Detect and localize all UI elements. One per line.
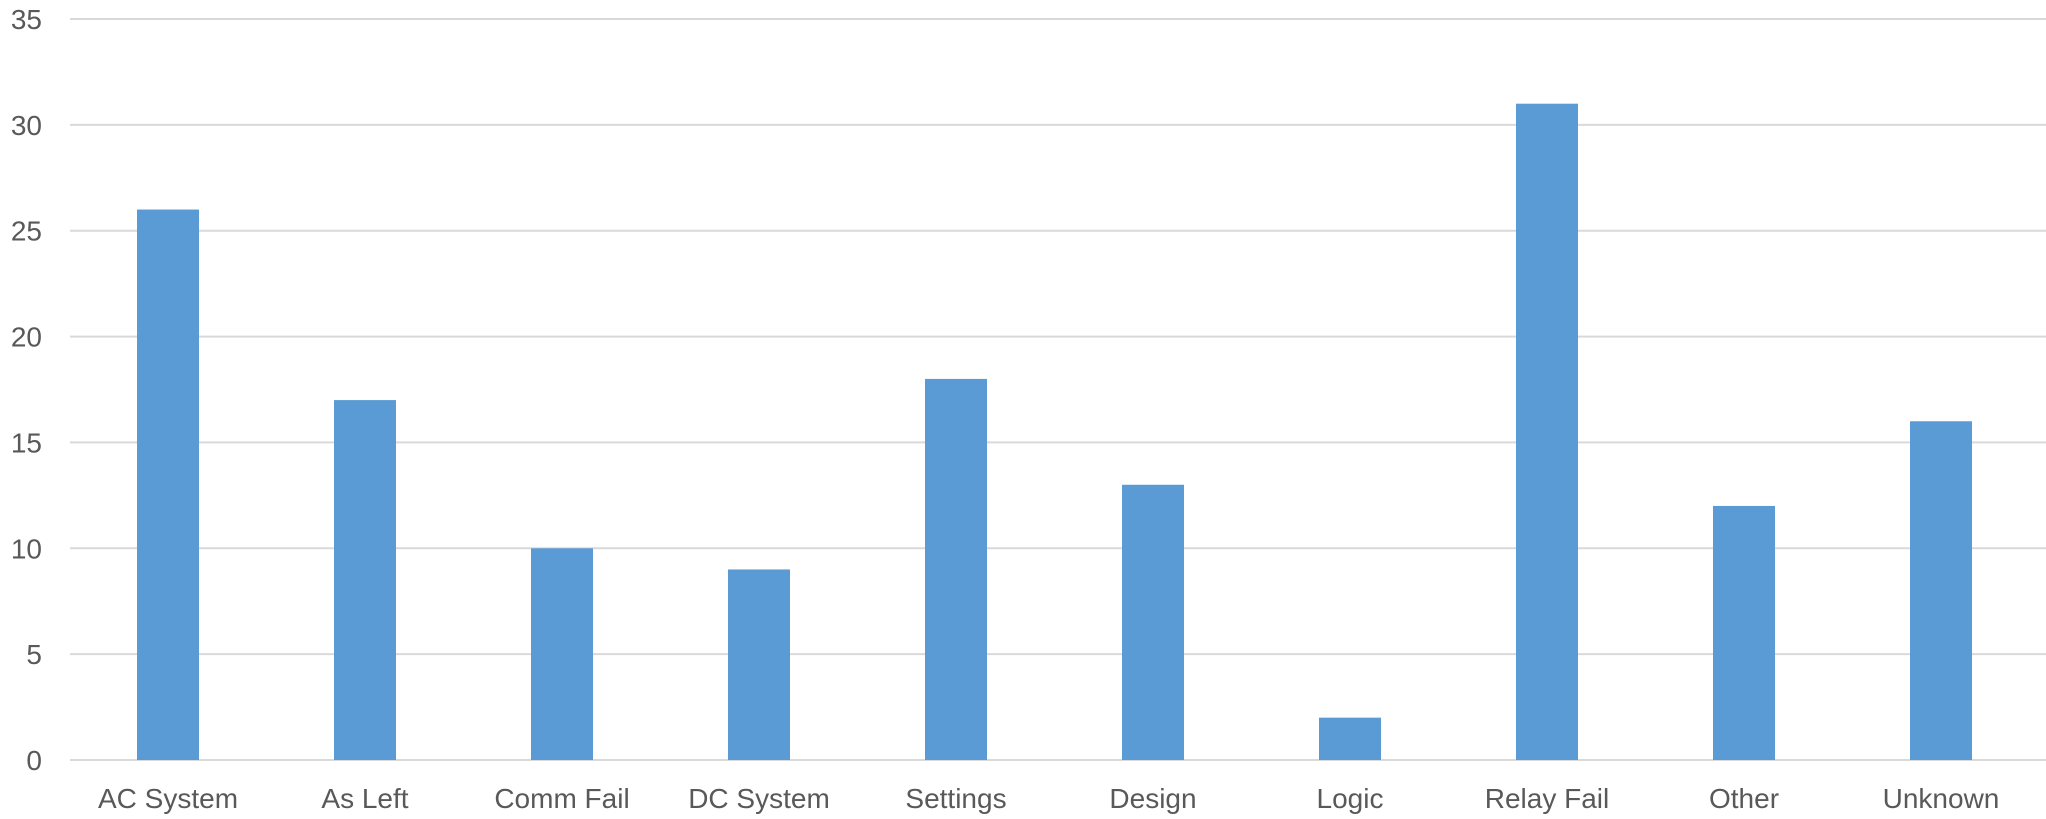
bar-dc-system xyxy=(728,569,790,760)
x-category-label: DC System xyxy=(688,783,830,814)
y-axis-tick-labels: 0 5 10 15 20 25 30 35 xyxy=(11,4,42,776)
x-category-label: Relay Fail xyxy=(1485,783,1609,814)
x-axis-category-labels: AC System As Left Comm Fail DC System Settin… xyxy=(98,783,1999,814)
x-category-label: Logic xyxy=(1317,783,1384,814)
bar-relay-fail xyxy=(1516,103,1578,760)
gridlines xyxy=(70,18,2046,761)
x-category-label: Other xyxy=(1709,783,1779,814)
x-category-label: Unknown xyxy=(1883,783,2000,814)
y-tick-label: 10 xyxy=(11,533,42,564)
y-tick-label: 20 xyxy=(11,322,42,353)
x-category-label: Settings xyxy=(905,783,1006,814)
y-tick-label: 15 xyxy=(11,427,42,458)
bar-as-left xyxy=(334,400,396,760)
y-tick-label: 5 xyxy=(26,639,42,670)
x-category-label: As Left xyxy=(321,783,408,814)
x-category-label: Design xyxy=(1109,783,1196,814)
bar-other xyxy=(1713,505,1775,760)
y-tick-label: 35 xyxy=(11,4,42,35)
x-category-label: AC System xyxy=(98,783,238,814)
y-tick-label: 30 xyxy=(11,110,42,141)
bar-comm-fail xyxy=(531,548,593,760)
bar-logic xyxy=(1319,717,1381,760)
bar-design xyxy=(1122,484,1184,760)
bar-unknown xyxy=(1910,421,1972,760)
y-tick-label: 0 xyxy=(26,745,42,776)
bar-ac-system xyxy=(137,209,199,761)
bars xyxy=(137,103,1972,761)
y-tick-label: 25 xyxy=(11,216,42,247)
x-category-label: Comm Fail xyxy=(494,783,629,814)
bar-settings xyxy=(925,378,987,760)
